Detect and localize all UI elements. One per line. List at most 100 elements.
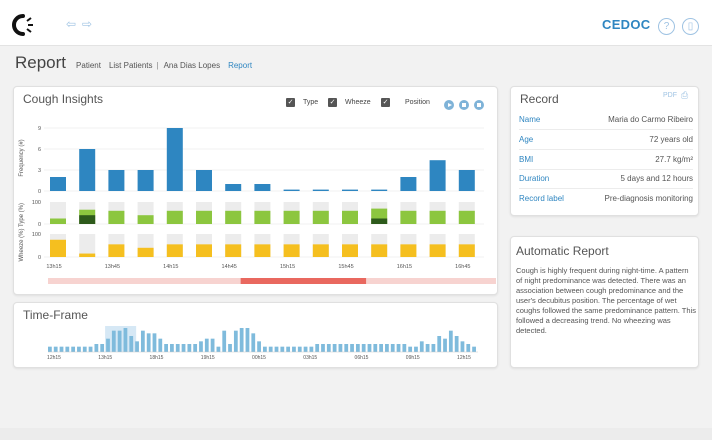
time-frame-bar (152, 333, 157, 352)
time-frame-bar (361, 344, 366, 352)
time-frame-bar (268, 346, 273, 352)
wheeze-tick-label: 100 (32, 232, 41, 238)
time-frame-panel (13, 302, 498, 368)
time-frame-bar (175, 344, 180, 352)
brand-label: CEDOC (602, 17, 651, 32)
wheeze-bar (371, 244, 388, 257)
frequency-bar (312, 189, 329, 191)
time-frame-bar (408, 346, 413, 352)
bottom-strip (0, 428, 712, 440)
time-frame-title: Time-Frame (23, 308, 88, 322)
wheeze-bar (312, 244, 329, 257)
automatic-report-text: Cough is highly frequent during night-ti… (516, 266, 696, 335)
frequency-bar (371, 189, 388, 191)
wheeze-tick-label: 0 (38, 255, 41, 261)
type-bar-dry (283, 210, 300, 224)
timeline-progress-fill (240, 278, 367, 284)
x-tick-label: 16h15 (397, 264, 412, 270)
time-frame-bar (280, 346, 285, 352)
x-tick-label: 15h45 (338, 264, 353, 270)
time-frame-bar (419, 341, 424, 352)
breadcrumb-patient-name[interactable]: Ana Dias Lopes (163, 61, 221, 70)
breadcrumb-report[interactable]: Report (228, 61, 253, 70)
time-frame-bar (53, 346, 58, 352)
type-bar-dry (108, 210, 125, 224)
time-frame-bar (425, 344, 430, 352)
play-icon[interactable] (444, 100, 454, 110)
time-frame-bar (454, 336, 459, 352)
legend-position[interactable]: ✓ Position (381, 98, 430, 107)
wheeze-bar (283, 244, 300, 257)
legend-wheeze-label: Wheeze (345, 99, 371, 106)
type-axis-label: Type (%) (19, 203, 25, 227)
frequency-bar (108, 170, 125, 191)
pause-icon[interactable] (459, 100, 469, 110)
record-label-age: Age (519, 135, 534, 144)
breadcrumb-list-patients[interactable]: List Patients (108, 61, 153, 70)
time-frame-bar (385, 344, 389, 352)
frequency-bar (429, 160, 446, 191)
record-title: Record (520, 92, 559, 106)
time-frame-bar (94, 344, 99, 352)
time-frame-bar (379, 344, 383, 352)
time-frame-bar (82, 346, 87, 352)
legend-type[interactable]: ✓ Type (286, 98, 318, 107)
type-bar-dry (458, 210, 475, 224)
time-frame-bar (140, 330, 145, 352)
time-frame-bar (309, 346, 314, 352)
record-row-age: Age 72 years old (519, 130, 693, 150)
record-row-name: Name Maria do Carmo Ribeiro (519, 110, 693, 130)
pdf-icon[interactable]: PDF (663, 92, 677, 99)
record-label-bmi: BMI (519, 155, 534, 164)
type-bar-dry (429, 210, 446, 224)
frequency-bar (458, 170, 475, 191)
page-title: Report (15, 53, 67, 72)
wheeze-bar (196, 244, 212, 257)
legend-position-label: Position (405, 99, 430, 106)
record-row-duration: Duration 5 days and 12 hours (519, 169, 693, 189)
forward-arrow-icon[interactable]: ⇨ (82, 17, 93, 31)
type-bar-dry (312, 210, 329, 224)
time-frame-bar (210, 338, 215, 352)
wheeze-bar (108, 244, 125, 257)
time-frame-bar (187, 344, 192, 352)
wheeze-bar (166, 244, 183, 257)
type-checkbox-icon[interactable]: ✓ (286, 98, 295, 107)
position-checkbox-icon[interactable]: ✓ (381, 98, 390, 107)
time-frame-bar (228, 344, 232, 352)
type-tick-label: 100 (32, 200, 41, 206)
wheeze-axis-label: Wheeze (%) (19, 228, 25, 261)
time-frame-chart[interactable]: 12h15 13h15 18h15 19h15 00h15 03h15 06h15 09h15… (14, 324, 498, 368)
wheeze-checkbox-icon[interactable]: ✓ (328, 98, 337, 107)
time-frame-bar (373, 344, 378, 352)
x-tick-label: 15h15 (280, 264, 295, 270)
time-frame-bar (367, 344, 372, 352)
type-bar-dry (196, 210, 212, 224)
logo-icon[interactable] (10, 12, 38, 38)
wheeze-bar (429, 244, 446, 257)
record-panel (510, 86, 699, 216)
print-icon[interactable]: ⎙ (681, 90, 689, 100)
time-frame-bar (111, 330, 116, 352)
back-arrow-icon[interactable]: ⇦ (66, 17, 77, 31)
record-label-name: Name (519, 115, 541, 124)
record-label-duration: Duration (519, 174, 550, 183)
record-value-record-label: Pre-diagnosis monitoring (604, 193, 694, 203)
time-frame-bar (216, 346, 221, 352)
legend-wheeze[interactable]: ✓ Wheeze (328, 98, 371, 107)
time-frame-bar (338, 344, 343, 352)
type-bar-wet (79, 215, 96, 224)
record-label-record-label: Record label (519, 193, 564, 203)
time-frame-bar (350, 344, 354, 352)
legend-type-label: Type (303, 99, 319, 106)
cough-insights-title: Cough Insights (23, 92, 104, 106)
frequency-bar (342, 189, 358, 191)
stop-icon[interactable] (474, 100, 484, 110)
help-icon[interactable]: ? (658, 18, 675, 35)
x-tick-label: 14h15 (163, 264, 178, 270)
time-frame-bar (286, 346, 291, 352)
type-bar-dry (137, 215, 154, 224)
time-frame-bar (77, 346, 81, 352)
breadcrumb-patient[interactable]: Patient (76, 61, 101, 70)
exit-icon[interactable]: ▯ (682, 18, 699, 35)
